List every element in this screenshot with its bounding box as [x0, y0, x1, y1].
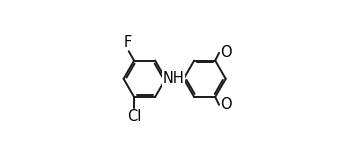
- Text: Cl: Cl: [127, 109, 141, 124]
- Text: F: F: [124, 35, 132, 50]
- Text: NH: NH: [163, 71, 184, 86]
- Text: O: O: [220, 97, 231, 112]
- Text: O: O: [220, 45, 231, 60]
